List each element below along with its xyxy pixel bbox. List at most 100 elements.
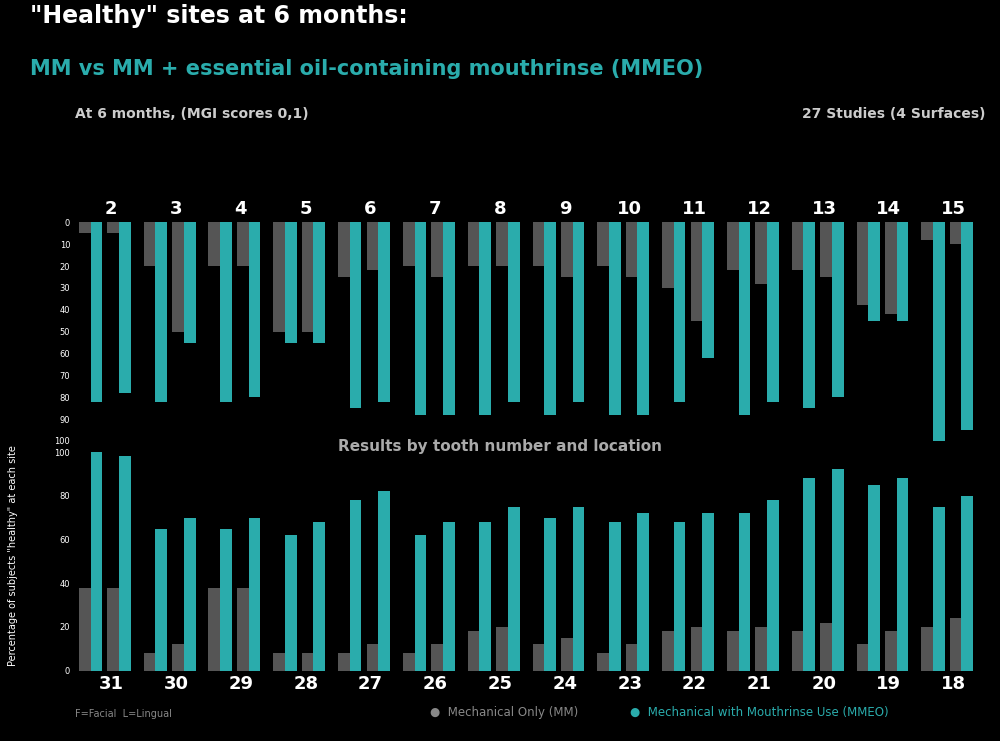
Bar (857, 645, 868, 671)
Bar (767, 222, 779, 402)
Text: MM vs MM + essential oil-containing mouthrinse (MMEO): MM vs MM + essential oil-containing mout… (30, 59, 703, 79)
Bar (107, 588, 119, 671)
Bar (727, 631, 739, 671)
Bar (249, 517, 260, 671)
Bar (378, 222, 390, 402)
Bar (508, 507, 520, 671)
Bar (739, 514, 750, 671)
Text: F=Facial  L=Lingual: F=Facial L=Lingual (75, 709, 172, 719)
Bar (403, 222, 415, 266)
Bar (367, 645, 378, 671)
Text: Results by tooth number and location: Results by tooth number and location (338, 439, 662, 453)
Bar (350, 500, 361, 671)
Bar (897, 222, 908, 321)
Bar (302, 222, 313, 332)
Bar (662, 631, 674, 671)
Bar (637, 514, 649, 671)
Bar (184, 222, 196, 342)
Bar (479, 522, 491, 671)
Bar (674, 222, 685, 402)
Bar (950, 618, 961, 671)
Bar (803, 222, 815, 408)
Bar (820, 622, 832, 671)
Bar (933, 507, 945, 671)
Bar (561, 222, 573, 277)
Bar (273, 653, 285, 671)
Bar (573, 507, 584, 671)
Text: 27 Studies (4 Surfaces): 27 Studies (4 Surfaces) (802, 107, 985, 122)
Bar (597, 653, 609, 671)
Bar (431, 222, 443, 277)
Bar (378, 491, 390, 671)
Bar (338, 653, 350, 671)
Bar (897, 478, 908, 671)
Bar (338, 222, 350, 277)
Bar (172, 222, 184, 332)
Bar (220, 528, 232, 671)
Bar (532, 222, 544, 266)
Text: At 6 months, (MGI scores 0,1): At 6 months, (MGI scores 0,1) (75, 107, 309, 122)
Bar (626, 222, 637, 277)
Bar (144, 222, 155, 266)
Bar (468, 631, 479, 671)
Bar (921, 222, 933, 240)
Bar (285, 222, 297, 342)
Bar (961, 222, 973, 430)
Bar (921, 627, 933, 671)
Bar (220, 222, 232, 402)
Bar (443, 222, 455, 415)
Bar (367, 222, 378, 270)
Bar (237, 222, 249, 266)
Bar (496, 627, 508, 671)
Bar (479, 222, 491, 415)
Bar (597, 222, 609, 266)
Bar (803, 478, 815, 671)
Bar (626, 645, 637, 671)
Bar (119, 222, 131, 393)
Bar (155, 222, 167, 402)
Bar (933, 222, 945, 441)
Bar (237, 588, 249, 671)
Bar (637, 222, 649, 415)
Bar (91, 222, 102, 402)
Bar (313, 522, 325, 671)
Bar (273, 222, 285, 332)
Bar (79, 588, 91, 671)
Bar (302, 653, 313, 671)
Bar (468, 222, 479, 266)
Bar (792, 631, 803, 671)
Bar (950, 222, 961, 245)
Bar (155, 528, 167, 671)
Bar (573, 222, 584, 402)
Bar (119, 456, 131, 671)
Bar (431, 645, 443, 671)
Bar (350, 222, 361, 408)
Bar (739, 222, 750, 415)
Bar (609, 522, 621, 671)
Bar (961, 496, 973, 671)
Bar (609, 222, 621, 415)
Bar (832, 222, 844, 397)
Bar (767, 500, 779, 671)
Bar (755, 627, 767, 671)
Text: ●  Mechanical with Mouthrinse Use (MMEO): ● Mechanical with Mouthrinse Use (MMEO) (630, 705, 889, 719)
Bar (691, 222, 702, 321)
Bar (755, 222, 767, 284)
Bar (691, 627, 702, 671)
Bar (868, 222, 880, 321)
Bar (415, 535, 426, 671)
Bar (662, 222, 674, 288)
Bar (544, 517, 556, 671)
Bar (208, 588, 220, 671)
Bar (702, 514, 714, 671)
Text: Percentage of subjects "healthy" at each site: Percentage of subjects "healthy" at each… (8, 445, 18, 666)
Bar (91, 452, 102, 671)
Bar (532, 645, 544, 671)
Bar (885, 631, 897, 671)
Bar (820, 222, 832, 277)
Bar (184, 517, 196, 671)
Bar (79, 222, 91, 233)
Text: ●  Mechanical Only (MM): ● Mechanical Only (MM) (430, 705, 578, 719)
Bar (443, 522, 455, 671)
Bar (107, 222, 119, 233)
